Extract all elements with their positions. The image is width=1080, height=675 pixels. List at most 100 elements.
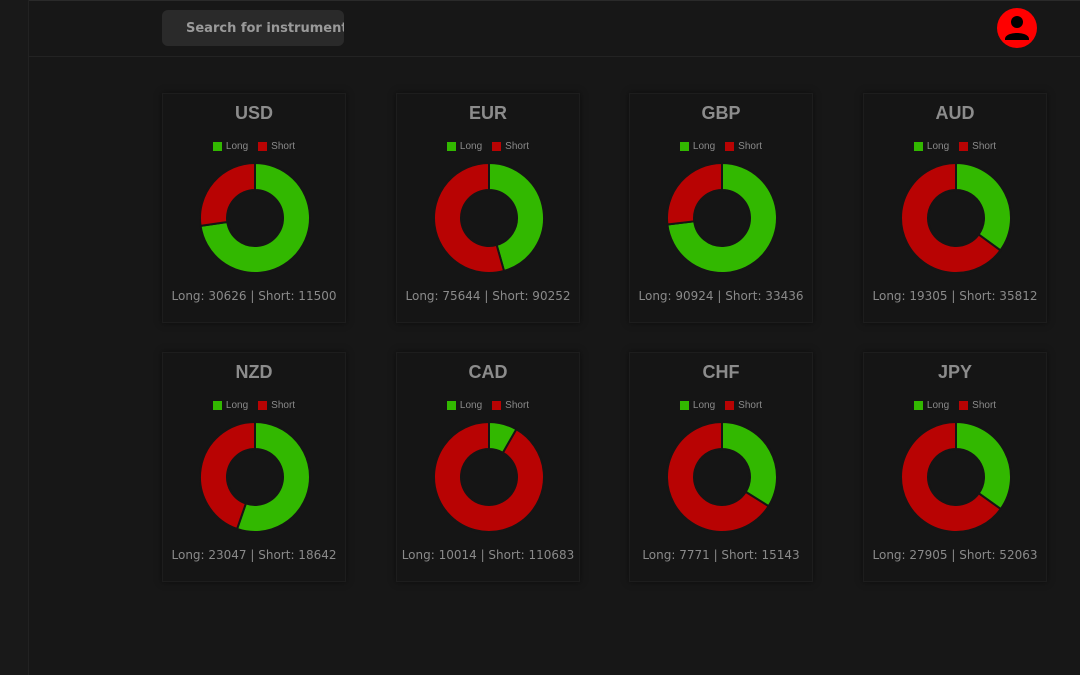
- long-swatch-icon: [212, 142, 222, 151]
- card-title: AUD: [935, 103, 975, 123]
- donut-chart: [199, 421, 311, 533]
- card-footer: Long: 27905 | Short: 52063: [872, 548, 1038, 562]
- legend-label-short: Short: [505, 141, 530, 152]
- donut-slice-short[interactable]: [666, 421, 770, 533]
- legend-label-short: Short: [271, 400, 296, 411]
- card-title: CAD: [468, 362, 508, 382]
- legend-label-short: Short: [972, 141, 997, 152]
- position-card-eur: EUR Long Short Long: 75644 | Short: 9025…: [396, 93, 580, 323]
- legend-label-short: Short: [271, 141, 296, 152]
- long-swatch-icon: [679, 142, 689, 151]
- donut-slice-short[interactable]: [433, 421, 545, 533]
- legend-item-short[interactable]: Short: [492, 141, 529, 152]
- donut-chart: [433, 421, 545, 533]
- card-title: EUR: [468, 103, 507, 123]
- legend-item-long[interactable]: Long: [212, 400, 249, 411]
- chart-legend: Long Short: [397, 400, 579, 411]
- card-footer: Long: 19305 | Short: 35812: [872, 289, 1038, 303]
- legend-item-short[interactable]: Short: [959, 400, 996, 411]
- donut-chart: [666, 421, 778, 533]
- legend-item-long[interactable]: Long: [913, 141, 950, 152]
- short-swatch-icon: [959, 401, 969, 410]
- short-swatch-icon: [725, 401, 735, 410]
- chart-legend: Long Short: [630, 141, 812, 152]
- short-swatch-icon: [959, 142, 969, 151]
- legend-label-long: Long: [692, 141, 716, 152]
- legend-label-long: Long: [225, 400, 249, 411]
- card-title: GBP: [701, 103, 741, 123]
- legend-label-long: Long: [459, 141, 483, 152]
- legend-label-short: Short: [505, 400, 530, 411]
- card-title: USD: [234, 103, 273, 123]
- long-swatch-icon: [446, 401, 456, 410]
- legend-item-long[interactable]: Long: [446, 141, 483, 152]
- donut-slice-short[interactable]: [900, 162, 1002, 274]
- legend-label-short: Short: [738, 141, 763, 152]
- short-swatch-icon: [258, 142, 268, 151]
- search-input[interactable]: [162, 10, 344, 46]
- donut-slice-long[interactable]: [199, 162, 311, 274]
- legend-item-long[interactable]: Long: [679, 141, 716, 152]
- legend-item-short[interactable]: Short: [492, 400, 529, 411]
- long-swatch-icon: [913, 142, 923, 151]
- position-card-gbp: GBP Long Short Long: 90924 | Short: 3343…: [629, 93, 813, 323]
- position-card-usd: USD Long Short Long: 30626 | Short: 1150…: [162, 93, 346, 323]
- legend-item-short[interactable]: Short: [959, 141, 996, 152]
- chart-legend: Long Short: [163, 400, 345, 411]
- legend-item-long[interactable]: Long: [679, 400, 716, 411]
- long-swatch-icon: [212, 401, 222, 410]
- legend-item-short[interactable]: Short: [258, 400, 295, 411]
- legend-label-short: Short: [738, 400, 763, 411]
- user-icon: [1005, 16, 1029, 40]
- position-card-aud: AUD Long Short Long: 19305 | Short: 3581…: [863, 93, 1047, 323]
- donut-slice-long[interactable]: [235, 421, 311, 533]
- donut-slice-long[interactable]: [955, 421, 1012, 511]
- donut-slice-short[interactable]: [666, 162, 723, 226]
- donut-slice-long[interactable]: [666, 162, 778, 274]
- donut-slice-long[interactable]: [955, 162, 1012, 252]
- card-title: NZD: [235, 362, 273, 382]
- card-footer: Long: 23047 | Short: 18642: [171, 548, 337, 562]
- short-swatch-icon: [492, 401, 502, 410]
- donut-slice-short[interactable]: [199, 421, 256, 531]
- donut-chart: [900, 162, 1012, 274]
- donut-slice-long[interactable]: [721, 421, 778, 508]
- donut-chart: [199, 162, 311, 274]
- short-swatch-icon: [725, 142, 735, 151]
- card-title: CHF: [702, 362, 740, 382]
- chart-legend: Long Short: [630, 400, 812, 411]
- short-swatch-icon: [258, 401, 268, 410]
- sidebar: [0, 0, 29, 675]
- legend-item-long[interactable]: Long: [446, 400, 482, 411]
- legend-label-long: Long: [926, 141, 950, 152]
- position-card-jpy: JPY Long Short Long: 27905 | Short: 5206…: [863, 352, 1047, 582]
- long-swatch-icon: [913, 401, 923, 410]
- legend-label-long: Long: [692, 400, 716, 411]
- card-title: JPY: [937, 362, 973, 382]
- position-card-chf: CHF Long Short Long: 7771 | Short: 15143: [629, 352, 813, 582]
- legend-item-short[interactable]: Short: [725, 400, 762, 411]
- long-swatch-icon: [679, 401, 689, 410]
- user-avatar-button[interactable]: [997, 8, 1037, 48]
- card-footer: Long: 75644 | Short: 90252: [405, 289, 571, 303]
- long-swatch-icon: [446, 142, 456, 151]
- donut-slice-short[interactable]: [900, 421, 1003, 533]
- chart-legend: Long Short: [864, 400, 1046, 411]
- legend-item-long[interactable]: Long: [212, 141, 248, 152]
- donut-chart: [666, 162, 778, 274]
- card-footer: Long: 30626 | Short: 11500: [171, 289, 337, 303]
- card-footer: Long: 7771 | Short: 15143: [642, 548, 800, 562]
- position-card-nzd: NZD Long Short Long: 23047 | Short: 1864…: [162, 352, 346, 582]
- card-footer: Long: 10014 | Short: 110683: [401, 548, 575, 562]
- legend-item-short[interactable]: Short: [258, 141, 295, 152]
- donut-slice-short[interactable]: [199, 162, 256, 228]
- position-card-cad: CAD Long Short Long: 10014 | Short: 1106…: [396, 352, 580, 582]
- chart-legend: Long Short: [397, 141, 579, 152]
- donut-slice-long[interactable]: [488, 162, 545, 273]
- chart-legend: Long Short: [864, 141, 1046, 152]
- donut-slice-short[interactable]: [433, 162, 506, 274]
- legend-label-long: Long: [926, 400, 950, 411]
- legend-item-short[interactable]: Short: [725, 141, 762, 152]
- legend-item-long[interactable]: Long: [913, 400, 950, 411]
